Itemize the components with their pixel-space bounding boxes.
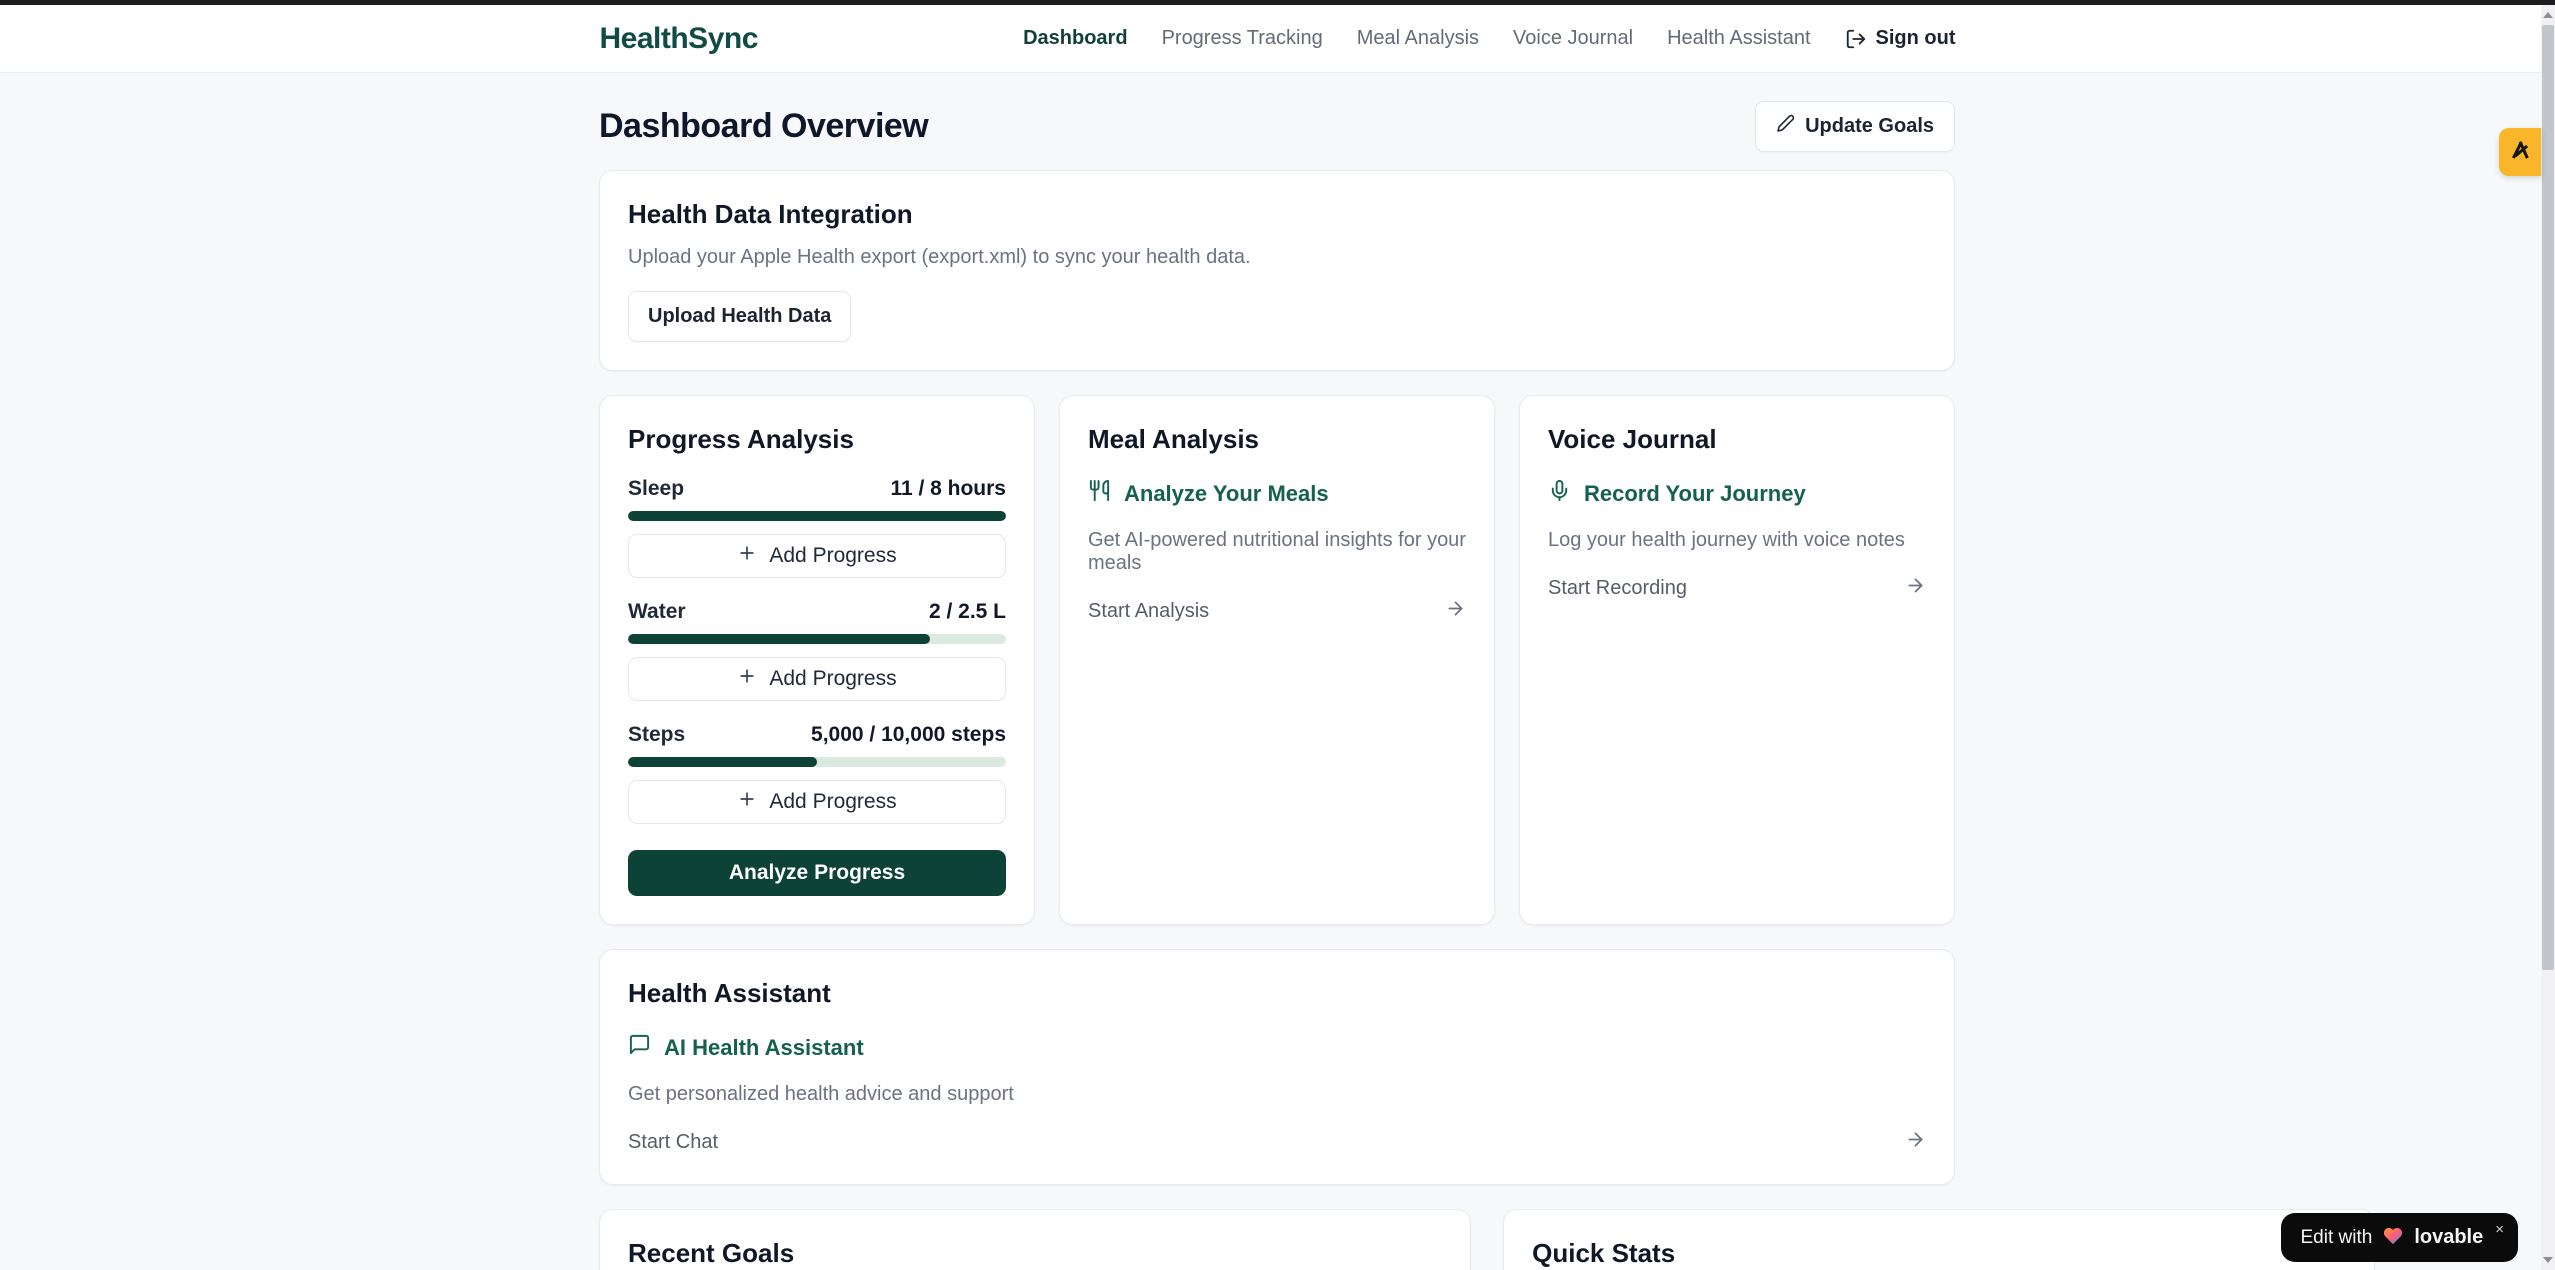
steps-value: 5,000 / 10,000 steps [811, 723, 1006, 746]
window-top-strip [0, 0, 2555, 5]
health-assistant-card: Health Assistant AI Health Assistant Get… [599, 949, 1955, 1185]
plus-icon [737, 666, 757, 692]
page-title: Dashboard Overview [599, 107, 929, 145]
nav-dashboard[interactable]: Dashboard [1023, 27, 1128, 49]
upload-health-data-button[interactable]: Upload Health Data [628, 291, 852, 342]
nav-voice-journal[interactable]: Voice Journal [1513, 27, 1634, 49]
start-chat-action[interactable]: Start Chat [628, 1129, 1926, 1156]
water-value: 2 / 2.5 L [928, 600, 1006, 623]
progress-analysis-title: Progress Analysis [628, 424, 854, 454]
progress-analysis-card: Progress Analysis Sleep 11 / 8 hours Add… [599, 395, 1035, 925]
update-goals-label: Update Goals [1805, 115, 1934, 137]
meal-analysis-card: Meal Analysis Analyze Your Meals Get AI-… [1059, 395, 1495, 925]
water-progress-bar [628, 634, 1006, 644]
recent-goals-card: Recent Goals Select Date Today Yesterday… [599, 1209, 1472, 1270]
health-data-integration-card: Health Data Integration Upload your Appl… [599, 170, 1955, 371]
water-label: Water [628, 600, 686, 623]
ai-health-assistant-label: AI Health Assistant [664, 1034, 864, 1060]
steps-add-progress-button[interactable]: Add Progress [628, 780, 1006, 824]
close-icon[interactable]: × [2495, 1221, 2504, 1238]
plus-icon [737, 543, 757, 569]
chat-bubble-icon [628, 1033, 651, 1062]
app-logo: HealthSync [599, 21, 759, 55]
ai-health-assistant-link[interactable]: AI Health Assistant [628, 1033, 1926, 1062]
scrollbar-thumb[interactable] [2542, 25, 2554, 970]
record-your-journey-link[interactable]: Record Your Journey [1548, 479, 1926, 508]
start-analysis-action[interactable]: Start Analysis [1088, 598, 1466, 625]
pencil-icon [1776, 114, 1795, 139]
water-add-progress-button[interactable]: Add Progress [628, 657, 1006, 701]
add-progress-label: Add Progress [769, 667, 897, 690]
nav-health-assistant[interactable]: Health Assistant [1667, 27, 1811, 49]
meal-description: Get AI-powered nutritional insights for … [1088, 529, 1466, 574]
microphone-icon [1548, 479, 1571, 508]
heart-icon [2382, 1225, 2404, 1250]
health-data-description: Upload your Apple Health export (export.… [628, 246, 1251, 268]
main-nav: Dashboard Progress Tracking Meal Analysi… [1023, 27, 1955, 50]
scrollbar-down-arrow[interactable] [2541, 1252, 2555, 1268]
app-header: HealthSync Dashboard Progress Tracking M… [0, 5, 2555, 73]
analyze-progress-button[interactable]: Analyze Progress [628, 850, 1006, 896]
arrow-right-icon [1905, 575, 1926, 602]
health-assistant-title: Health Assistant [628, 978, 831, 1008]
side-widget-button[interactable] [2499, 128, 2541, 176]
start-chat-label: Start Chat [628, 1131, 719, 1153]
sleep-add-progress-button[interactable]: Add Progress [628, 534, 1006, 578]
add-progress-label: Add Progress [769, 544, 897, 567]
meal-analysis-title: Meal Analysis [1088, 424, 1260, 454]
water-metric: Water 2 / 2.5 L Add Progress [628, 600, 1006, 701]
steps-metric: Steps 5,000 / 10,000 steps Add Progress [628, 723, 1006, 824]
voice-journal-card: Voice Journal Record Your Journey Log yo… [1519, 395, 1955, 925]
quick-stats-card: Quick Stats Select Date Today Yesterday … [1503, 1209, 2376, 1270]
sign-out-button[interactable]: Sign out [1845, 27, 1956, 50]
sleep-progress-bar [628, 511, 1006, 521]
health-data-title: Health Data Integration [628, 199, 913, 229]
steps-progress-bar [628, 757, 1006, 767]
start-recording-action[interactable]: Start Recording [1548, 575, 1926, 602]
add-progress-label: Add Progress [769, 790, 897, 813]
sleep-metric: Sleep 11 / 8 hours Add Progress [628, 477, 1006, 578]
recent-goals-title: Recent Goals [628, 1238, 795, 1268]
sleep-label: Sleep [628, 477, 685, 500]
voice-journal-title: Voice Journal [1548, 424, 1717, 454]
lovable-brand: lovable [2414, 1226, 2484, 1248]
nav-meal-analysis[interactable]: Meal Analysis [1356, 27, 1480, 49]
voice-description: Log your health journey with voice notes [1548, 529, 1905, 551]
nav-progress-tracking[interactable]: Progress Tracking [1161, 27, 1323, 49]
utensils-icon [1088, 479, 1111, 508]
arrow-right-icon [1905, 1129, 1926, 1156]
lovable-prefix: Edit with [2300, 1226, 2373, 1248]
analyze-your-meals-link[interactable]: Analyze Your Meals [1088, 479, 1466, 508]
assistant-description: Get personalized health advice and suppo… [628, 1083, 1014, 1105]
record-your-journey-label: Record Your Journey [1584, 480, 1806, 506]
quick-stats-title: Quick Stats [1532, 1238, 1676, 1268]
lovable-badge[interactable]: Edit with lovable × [2280, 1213, 2518, 1262]
plus-icon [737, 789, 757, 815]
update-goals-button[interactable]: Update Goals [1755, 101, 1955, 152]
vertical-scrollbar[interactable] [2541, 5, 2555, 1270]
analyze-your-meals-label: Analyze Your Meals [1124, 480, 1329, 506]
logout-icon [1845, 28, 1867, 50]
scrollbar-up-arrow[interactable] [2541, 7, 2555, 23]
side-widget-logo-icon [2508, 138, 2532, 167]
start-analysis-label: Start Analysis [1088, 600, 1210, 622]
sleep-value: 11 / 8 hours [890, 477, 1006, 500]
sign-out-label: Sign out [1875, 27, 1956, 49]
steps-label: Steps [628, 723, 686, 746]
arrow-right-icon [1445, 598, 1466, 625]
start-recording-label: Start Recording [1548, 577, 1687, 599]
